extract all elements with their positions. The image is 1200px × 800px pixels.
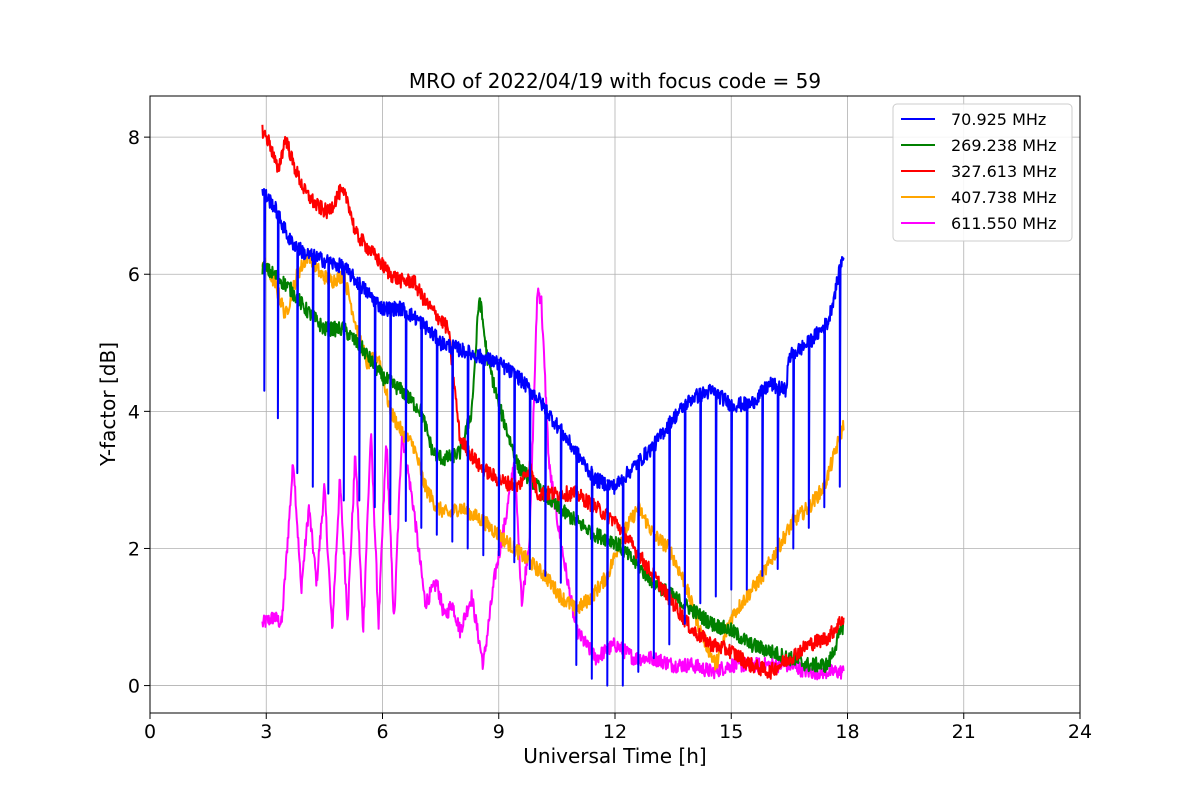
x-tick-label: 9 bbox=[493, 721, 505, 743]
y-axis-label: Y-factor [dB] bbox=[96, 342, 120, 467]
series-line-2 bbox=[261, 124, 845, 680]
legend-entry: 611.550 MHz bbox=[951, 214, 1056, 233]
legend-entry: 407.738 MHz bbox=[951, 188, 1056, 207]
legend-entry: 327.613 MHz bbox=[951, 162, 1056, 181]
x-tick-label: 12 bbox=[603, 721, 627, 743]
y-tick-label: 2 bbox=[128, 538, 140, 560]
y-tick-label: 8 bbox=[128, 127, 140, 149]
x-tick-label: 6 bbox=[376, 721, 388, 743]
x-tick-label: 24 bbox=[1068, 721, 1092, 743]
x-tick-label: 15 bbox=[719, 721, 743, 743]
series-layer bbox=[261, 124, 845, 687]
x-tick-label: 21 bbox=[952, 721, 976, 743]
chart-title: MRO of 2022/04/19 with focus code = 59 bbox=[409, 69, 821, 93]
x-tick-label: 3 bbox=[260, 721, 272, 743]
x-axis-label: Universal Time [h] bbox=[523, 744, 706, 768]
legend-entry: 269.238 MHz bbox=[951, 136, 1056, 155]
y-tick-label: 6 bbox=[128, 264, 140, 286]
legend-entry: 70.925 MHz bbox=[951, 110, 1046, 129]
x-tick-label: 18 bbox=[835, 721, 859, 743]
y-tick-label: 0 bbox=[128, 676, 140, 698]
legend: 70.925 MHz 269.238 MHz 327.613 MHz 407.738 … bbox=[892, 103, 1073, 242]
y-tick-label: 4 bbox=[128, 401, 140, 423]
x-tick-label: 0 bbox=[144, 721, 156, 743]
legend-box bbox=[892, 103, 1073, 242]
series-line-0 bbox=[261, 188, 845, 687]
